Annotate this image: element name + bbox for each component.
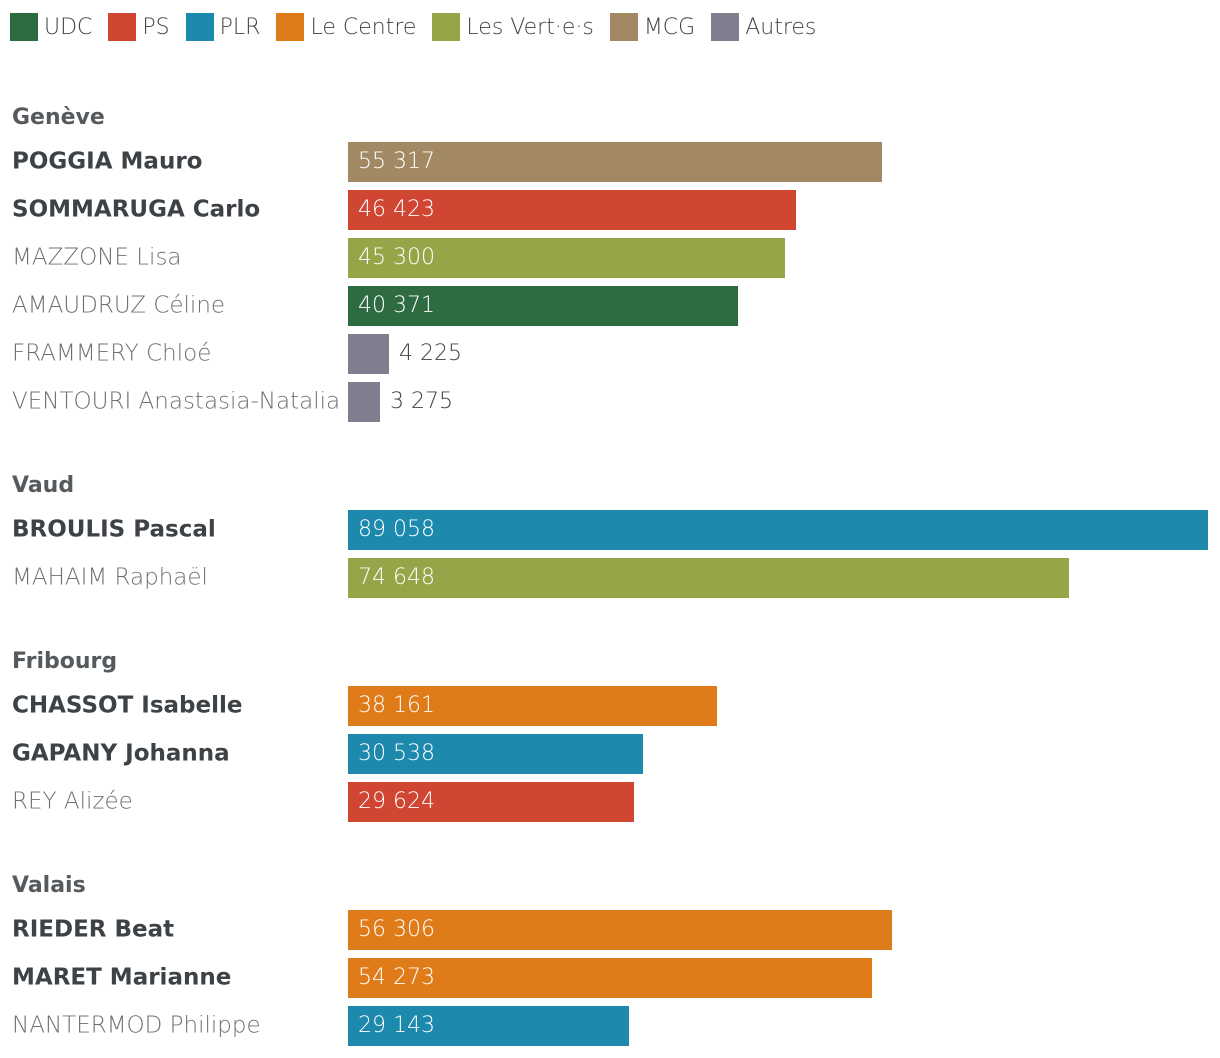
data-label: 54 273 xyxy=(358,965,435,990)
candidate-name: REY Alizée xyxy=(12,789,133,815)
data-label: 4 225 xyxy=(399,341,462,366)
legend-item: Les Vert·e·s xyxy=(432,13,594,41)
legend-item: PLR xyxy=(185,13,261,41)
candidate-name: MAZZONE Lisa xyxy=(12,245,182,271)
data-label: 3 275 xyxy=(390,389,453,414)
candidate-name: MARET Marianne xyxy=(12,965,231,991)
data-label: 30 538 xyxy=(358,741,435,766)
candidate-name: BROULIS Pascal xyxy=(12,517,216,543)
legend-label: Le Centre xyxy=(310,14,417,40)
legend-swatch xyxy=(185,13,214,41)
legend-label: UDC xyxy=(44,14,93,40)
region-heading: Genève xyxy=(12,105,105,130)
legend-swatch xyxy=(10,13,38,41)
legend-item: Autres xyxy=(711,13,816,41)
data-label: 55 317 xyxy=(358,149,435,174)
candidate-name: FRAMMERY Chloé xyxy=(12,341,211,367)
legend-item: MCG xyxy=(609,13,696,41)
legend-swatch xyxy=(609,13,638,41)
bar xyxy=(348,734,643,774)
bar xyxy=(348,382,380,422)
data-label: 29 624 xyxy=(358,789,435,814)
data-label: 40 371 xyxy=(358,293,435,318)
legend-item: Le Centre xyxy=(276,13,416,41)
legend: UDC PS PLR Le Centre Les Vert·e·s MCG Autres xyxy=(10,10,832,44)
bar xyxy=(348,238,785,278)
candidate-name: NANTERMOD Philippe xyxy=(12,1013,261,1039)
bar xyxy=(348,286,738,326)
region-heading: Fribourg xyxy=(12,649,117,674)
bar xyxy=(348,510,1208,550)
bar xyxy=(348,190,796,230)
data-label: 56 306 xyxy=(358,917,435,942)
bar xyxy=(348,958,872,998)
legend-label: Les Vert·e·s xyxy=(466,14,594,40)
legend-item: PS xyxy=(108,13,170,41)
legend-label: MCG xyxy=(643,14,696,40)
region-heading: Valais xyxy=(12,873,86,898)
candidate-name: CHASSOT Isabelle xyxy=(12,693,242,719)
candidate-name: GAPANY Johanna xyxy=(12,741,230,767)
legend-swatch xyxy=(276,13,305,41)
candidate-name: RIEDER Beat xyxy=(12,917,174,943)
candidate-name: VENTOURI Anastasia-Natalia xyxy=(12,389,340,415)
bar xyxy=(348,686,717,726)
bar xyxy=(348,1006,629,1046)
data-label: 74 648 xyxy=(358,565,435,590)
candidate-name: AMAUDRUZ Céline xyxy=(12,293,225,319)
legend-item: UDC xyxy=(10,13,92,41)
data-label: 46 423 xyxy=(358,197,435,222)
legend-label: PS xyxy=(142,14,170,40)
candidate-name: SOMMARUGA Carlo xyxy=(12,197,260,223)
candidate-name: POGGIA Mauro xyxy=(12,149,202,175)
candidate-name: MAHAIM Raphaël xyxy=(12,565,208,591)
legend-label: PLR xyxy=(219,14,261,40)
legend-swatch xyxy=(432,13,461,41)
legend-swatch xyxy=(711,13,740,41)
bar xyxy=(348,782,634,822)
data-label: 29 143 xyxy=(358,1013,435,1038)
bar xyxy=(348,142,882,182)
legend-swatch xyxy=(108,13,137,41)
bar xyxy=(348,334,389,374)
region-heading: Vaud xyxy=(12,473,74,498)
data-label: 89 058 xyxy=(358,517,435,542)
bar xyxy=(348,558,1069,598)
legend-label: Autres xyxy=(745,14,817,40)
data-label: 38 161 xyxy=(358,693,435,718)
bar xyxy=(348,910,892,950)
data-label: 45 300 xyxy=(358,245,435,270)
